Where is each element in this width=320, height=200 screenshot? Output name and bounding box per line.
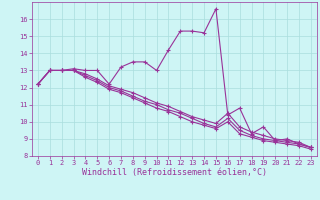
X-axis label: Windchill (Refroidissement éolien,°C): Windchill (Refroidissement éolien,°C) — [82, 168, 267, 177]
